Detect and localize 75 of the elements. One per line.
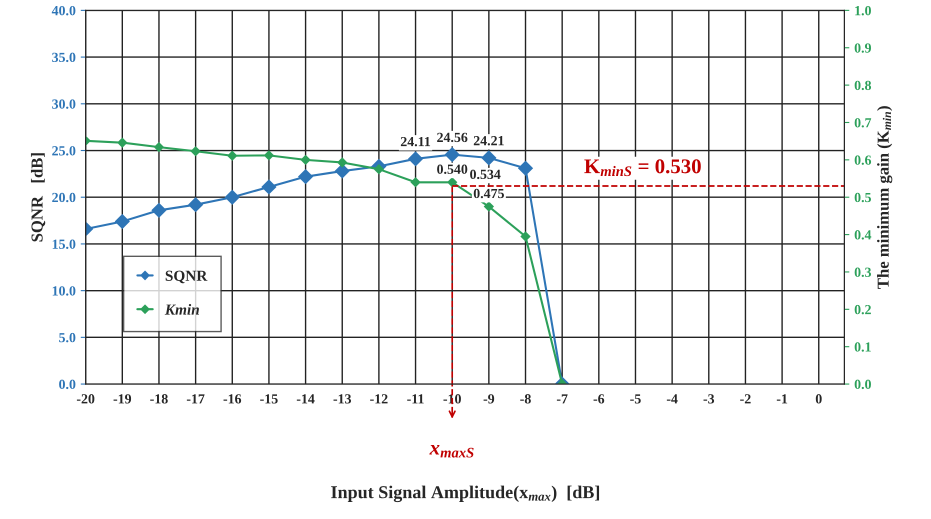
point	[300, 154, 311, 165]
y2-axis-title: The minimum gain (K$_{min}$)	[877, 106, 892, 289]
point	[410, 177, 420, 188]
point	[114, 214, 130, 229]
x-tick-label: -4	[666, 394, 678, 404]
x-tick-label: -6	[594, 394, 604, 404]
y2-tick-label: 0.4	[854, 230, 872, 240]
y2-tick-label: 0.5	[854, 192, 871, 202]
annotation: 0.534	[470, 170, 501, 180]
point	[227, 150, 238, 161]
data-label: 0.475	[474, 188, 504, 198]
point	[264, 150, 274, 160]
point	[334, 164, 350, 178]
y2-tick-label: 0.8	[854, 80, 872, 90]
ref-line-label: x$_{maxS}$	[429, 444, 474, 458]
y2-tick-label: 1.0	[855, 6, 871, 16]
point	[154, 142, 164, 152]
x-tick-label: -3	[704, 394, 714, 404]
x-tick-label: -11	[407, 394, 424, 404]
point	[188, 197, 204, 212]
y-tick-label: 10.0	[52, 286, 76, 296]
y-tick-label: 0.0	[59, 380, 76, 390]
y2-tick-label: 0.6	[854, 155, 872, 165]
x-tick-label: -5	[630, 394, 641, 404]
point	[518, 160, 533, 176]
x-axis-title: Input Signal Amplitude(x$_{max}$) [dB]	[331, 486, 600, 502]
x-tick-label: -8	[520, 394, 531, 404]
ref-line-label: K$_{minS}$ = 0.530	[584, 159, 701, 176]
x-tick-label: -13	[333, 394, 352, 404]
y2-tick-label: 0.7	[854, 118, 872, 128]
point	[408, 151, 423, 166]
x-tick-label: -20	[76, 394, 94, 404]
y-tick-label: 20.0	[52, 192, 76, 202]
point	[481, 150, 496, 166]
point	[190, 146, 201, 156]
legend-label: SQNR	[166, 270, 208, 284]
y-axis-title: SQNR [dB]	[30, 153, 46, 242]
legend-label: Kmin	[164, 304, 199, 315]
y-tick-label: 35.0	[52, 52, 76, 62]
data-label: 24.56	[437, 132, 468, 142]
data-label: 24.11	[400, 136, 430, 146]
point	[447, 177, 458, 188]
y-tick-label: 25.0	[52, 146, 76, 156]
y2-tick-label: 0.1	[854, 342, 871, 352]
data-label: 0.540	[437, 164, 468, 174]
y2-tick-label: 0.2	[854, 304, 871, 314]
x-tick-label: -7	[556, 394, 568, 404]
point	[224, 190, 240, 205]
y2-tick-label: 0.9	[854, 43, 871, 53]
x-tick-label: -15	[260, 394, 278, 404]
data-label: 24.21	[474, 136, 504, 146]
x-tick-label: -14	[296, 394, 315, 404]
y2-tick-label: 0.3	[854, 268, 872, 277]
x-tick-label: -17	[186, 394, 205, 404]
x-tick-label: -16	[224, 394, 242, 404]
x-tick-label: -19	[114, 394, 132, 404]
point	[444, 147, 460, 162]
point	[117, 138, 128, 148]
y2-tick-label: 0.0	[854, 380, 871, 390]
y-tick-label: 5.0	[59, 332, 76, 342]
x-tick-label: -12	[370, 394, 388, 404]
point	[298, 169, 313, 184]
x-tick-label: -1	[776, 394, 788, 404]
y-tick-label: 30.0	[52, 99, 76, 109]
point	[337, 158, 348, 168]
x-tick-label: -18	[150, 394, 168, 404]
y-tick-label: 15.0	[52, 240, 76, 249]
x-tick-label: -2	[740, 394, 751, 404]
point	[484, 202, 494, 212]
y-tick-label: 40.0	[52, 6, 76, 16]
point	[520, 232, 530, 242]
point	[152, 202, 166, 218]
x-tick-label: 0	[816, 394, 822, 404]
x-tick-label: -9	[484, 394, 494, 404]
point	[262, 180, 276, 194]
